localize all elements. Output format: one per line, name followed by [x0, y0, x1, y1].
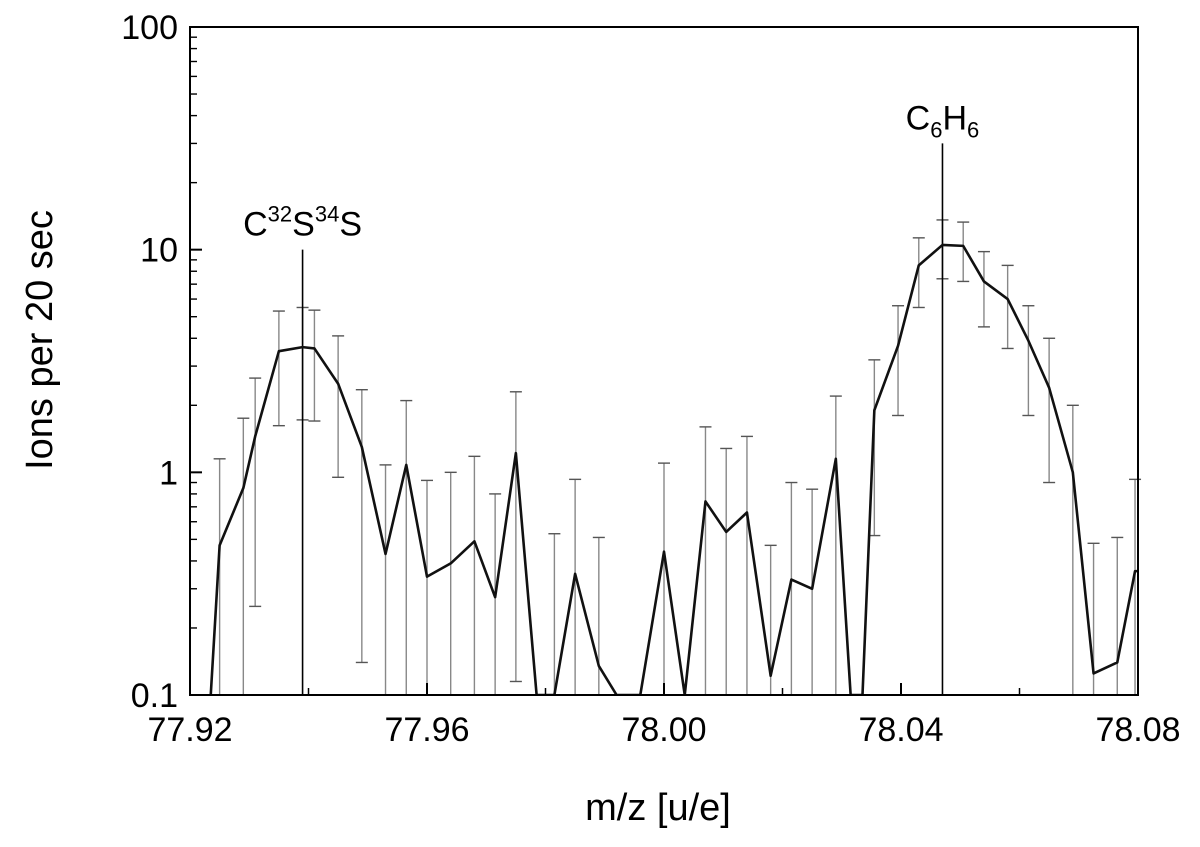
error-bar — [468, 455, 481, 695]
error-bar — [658, 462, 670, 695]
x-tick-label: 78.04 — [858, 711, 943, 749]
error-bar — [444, 471, 457, 695]
y-tick-label: 100 — [121, 9, 178, 47]
error-bar — [720, 447, 733, 695]
error-bar — [829, 395, 842, 695]
benzene-label: C6H6 — [906, 99, 980, 142]
x-tick-label: 77.92 — [147, 711, 232, 749]
error-bar — [892, 305, 905, 417]
tick-labels-layer: 77.92 77.96 78.00 78.04 78.08 0.1 1 10 100 — [121, 9, 1180, 749]
y-tick-label: 0.1 — [131, 677, 178, 715]
error-bar — [249, 377, 262, 608]
error-bar — [740, 435, 753, 695]
error-bar — [592, 536, 605, 695]
error-bar — [957, 221, 970, 283]
error-bar — [977, 250, 990, 328]
cs2-isotope-label: C32S34S — [243, 202, 362, 244]
y-axis-title: Ions per 20 sec — [19, 210, 61, 470]
ticks-layer — [189, 26, 1139, 696]
y-tick-label: 10 — [140, 232, 178, 270]
error-bar — [332, 335, 345, 478]
error-bar — [569, 478, 582, 695]
error-bar — [548, 533, 561, 695]
error-bar — [1111, 536, 1124, 695]
x-tick-label: 77.96 — [384, 711, 469, 749]
error-bar — [213, 458, 226, 695]
error-bar — [421, 479, 433, 695]
x-axis-title: m/z [u/e] — [585, 787, 731, 829]
error-bar — [355, 389, 368, 664]
error-bar — [1043, 337, 1056, 484]
series-layer — [209, 243, 1138, 695]
error-bar — [400, 399, 413, 695]
y-tick-label: 1 — [159, 454, 178, 492]
error-bars-layer — [213, 219, 1142, 695]
x-tick-label: 78.08 — [1095, 711, 1180, 749]
error-bar — [272, 310, 285, 427]
error-bar — [785, 481, 798, 695]
error-bar — [806, 488, 819, 695]
error-bar — [1066, 404, 1079, 695]
error-bar — [1022, 305, 1035, 417]
error-bar — [379, 464, 392, 695]
error-bar — [308, 309, 321, 422]
error-bar — [699, 426, 712, 695]
x-tick-label: 78.00 — [621, 711, 706, 749]
error-bar — [912, 237, 925, 309]
error-bar — [1001, 264, 1014, 350]
error-bar — [509, 391, 522, 683]
annotations-layer: C32S34S C6H6 — [243, 99, 979, 695]
error-bar — [237, 417, 250, 695]
series-line — [209, 243, 1138, 695]
error-bar — [1129, 478, 1142, 695]
